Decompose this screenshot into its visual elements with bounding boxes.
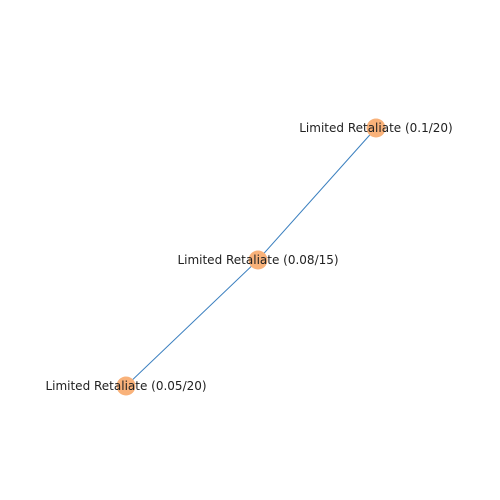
node-marker[interactable] xyxy=(248,250,268,270)
graph-node[interactable]: Limited Retaliate (0.1/20) xyxy=(299,118,453,138)
nodes-layer: Limited Retaliate (0.1/20) Limited Retali… xyxy=(45,118,453,396)
edges-layer xyxy=(125,127,377,387)
edge-n2-n3 xyxy=(125,259,259,387)
graph-node[interactable]: Limited Retaliate (0.05/20) xyxy=(45,376,207,396)
node-label: Limited Retaliate (0.08/15) xyxy=(177,253,338,267)
edge-n1-n2 xyxy=(257,127,377,261)
node-marker[interactable] xyxy=(116,376,136,396)
node-marker[interactable] xyxy=(366,118,386,138)
node-label: Limited Retaliate (0.05/20) xyxy=(45,379,206,393)
graph-node[interactable]: Limited Retaliate (0.08/15) xyxy=(177,250,339,270)
node-label: Limited Retaliate (0.1/20) xyxy=(299,121,453,135)
